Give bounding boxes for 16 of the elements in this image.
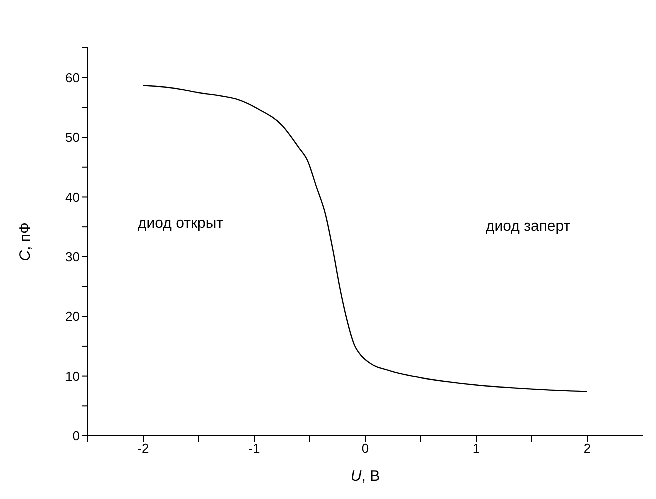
y-tick-label: 60 [66,70,80,86]
x-tick-label: 1 [472,441,480,456]
y-tick-label: 50 [66,130,80,146]
y-tick-label: 30 [66,250,80,265]
x-axis-title: U, В [350,468,380,485]
y-tick-label: 0 [72,428,80,444]
annotation: диод заперт [486,218,571,235]
annotation: диод открыт [138,215,224,232]
y-tick-label: 10 [66,368,80,384]
y-tick-label: 40 [66,190,80,205]
x-tick-label: 0 [362,441,370,456]
y-axis-title: C, пФ [17,222,34,262]
x-tick-label: 2 [584,441,592,456]
x-tick-label: -2 [138,441,150,456]
x-tick-label: -1 [248,441,260,456]
y-tick-label: 20 [66,309,80,324]
